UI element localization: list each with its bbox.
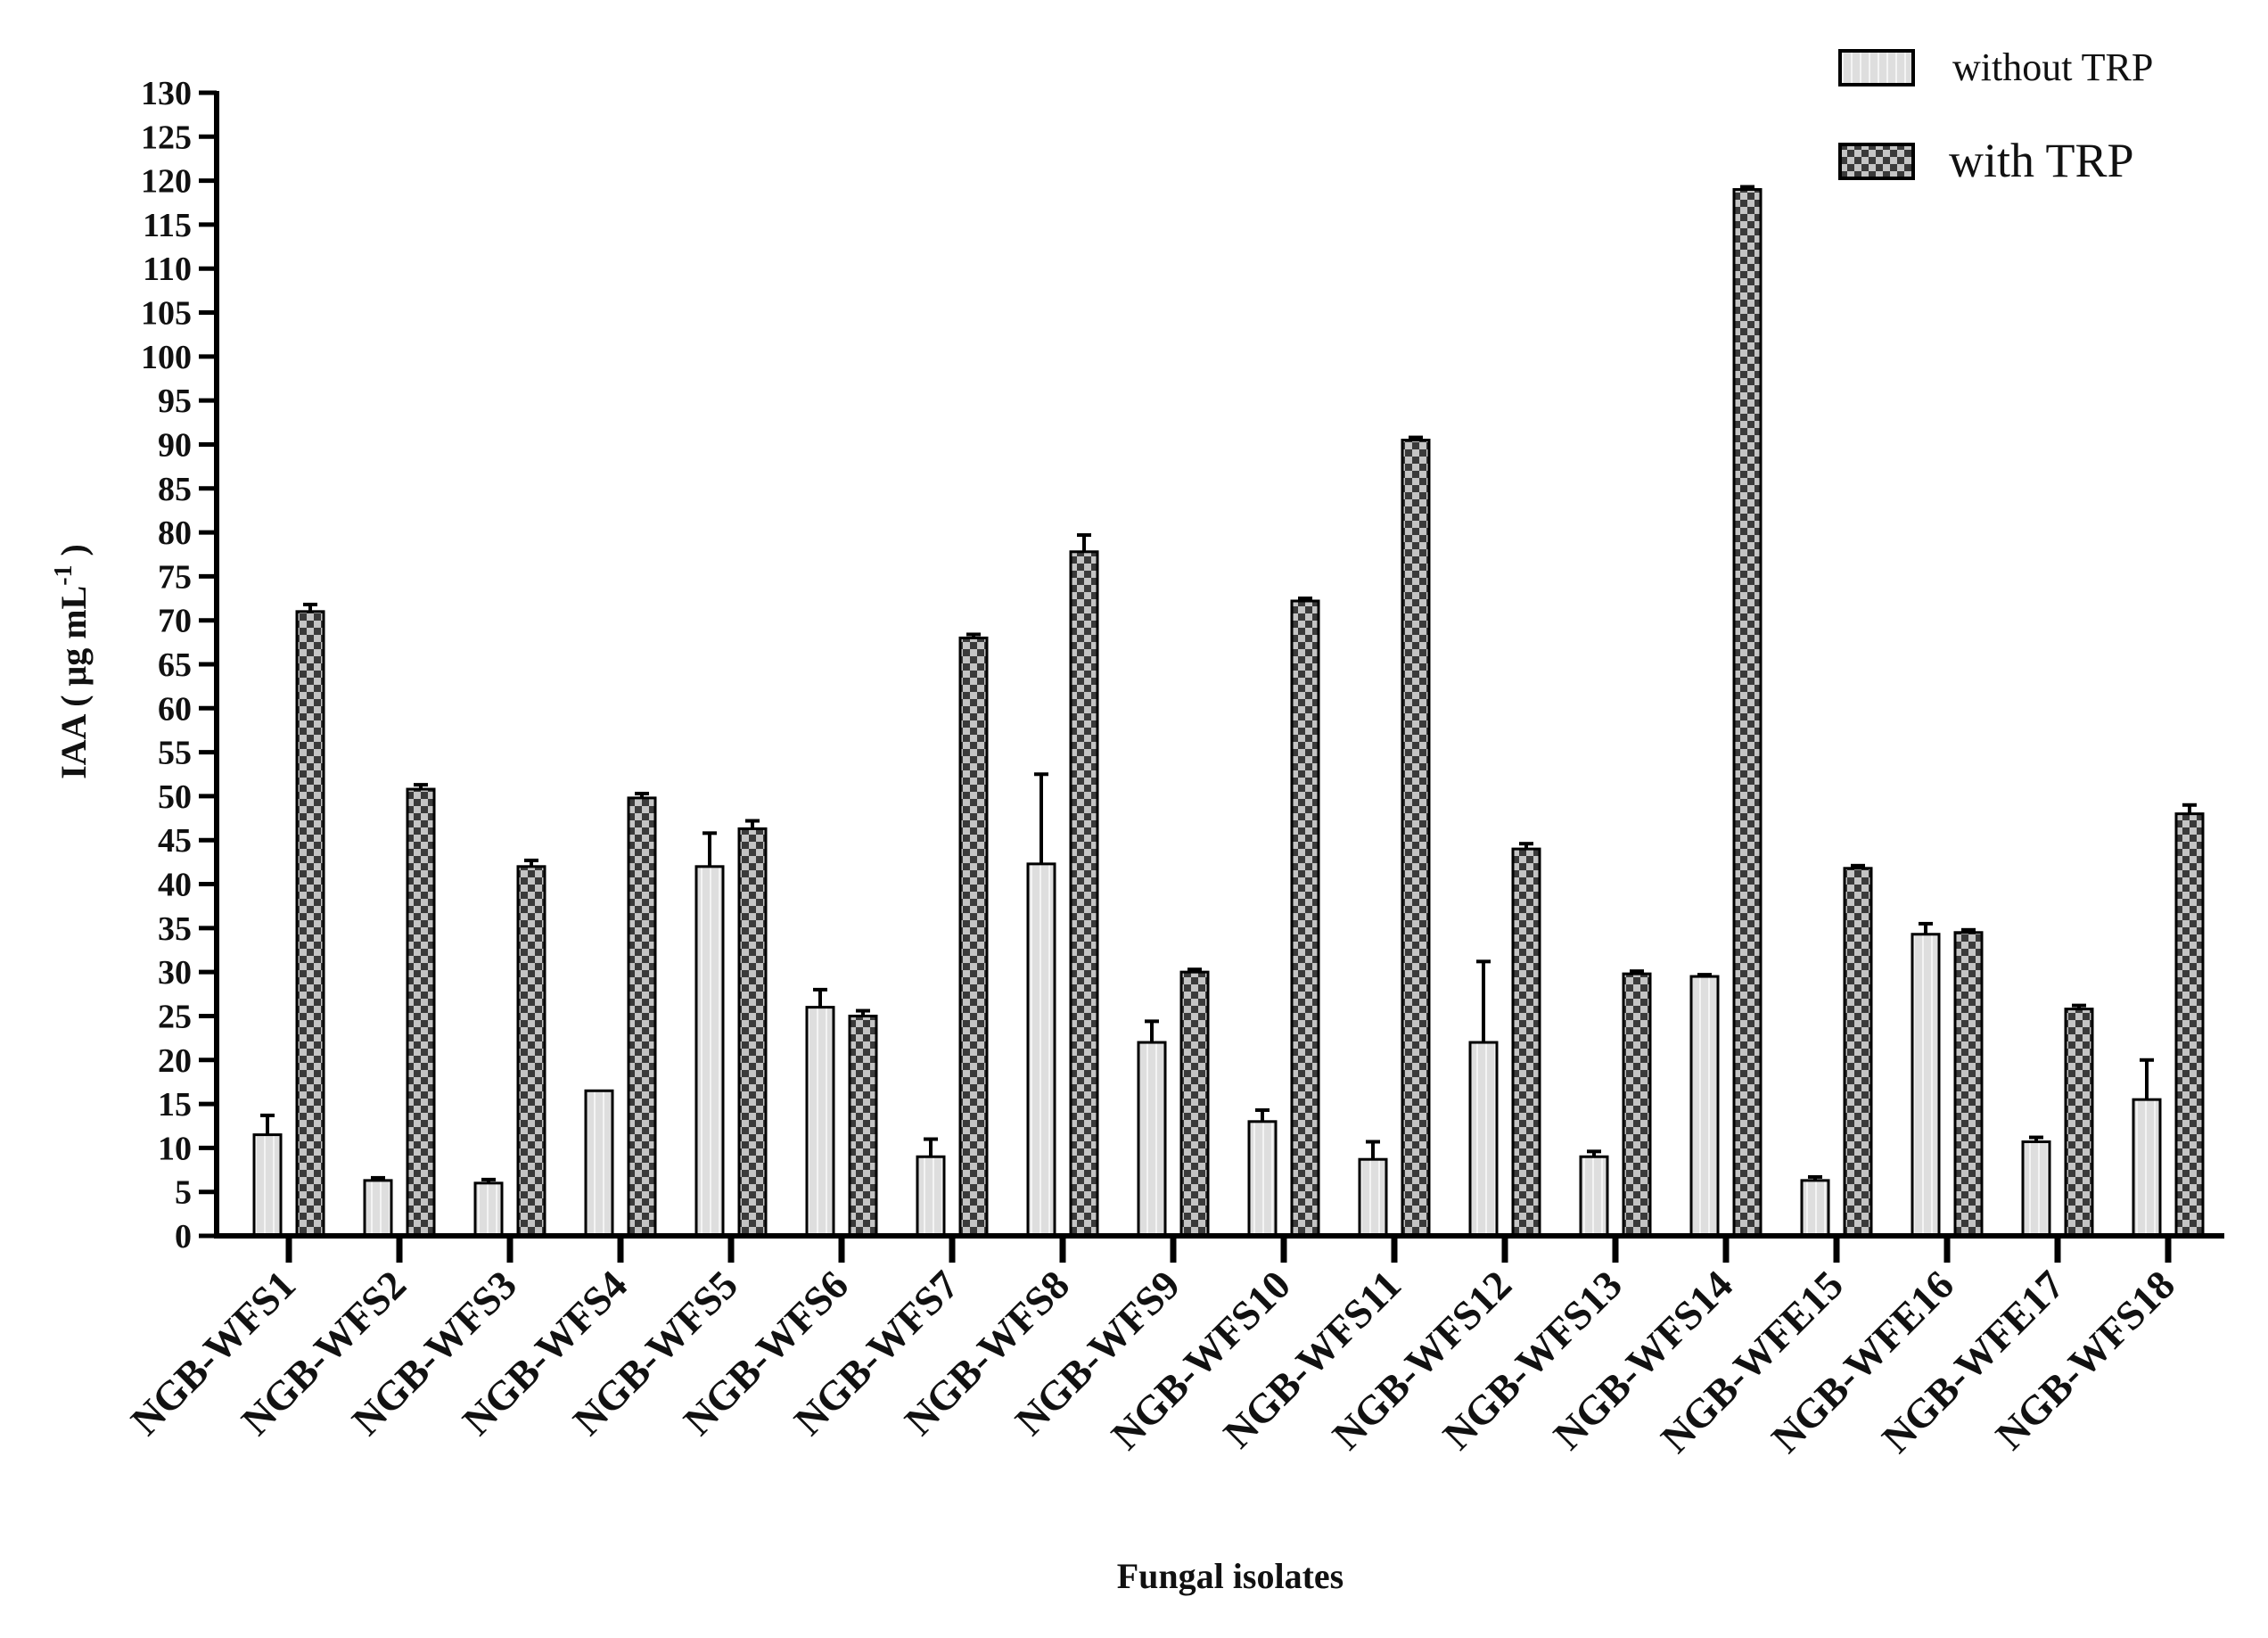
y-tick-label: 95 bbox=[158, 383, 192, 420]
y-tick-label: 70 bbox=[158, 603, 192, 640]
y-tick-label: 125 bbox=[141, 119, 192, 156]
bar-with-trp bbox=[1843, 867, 1873, 1238]
bar-without-trp bbox=[1468, 1041, 1499, 1238]
bar-without-trp bbox=[2132, 1098, 2162, 1238]
y-tick-label: 50 bbox=[158, 778, 192, 816]
legend-label-with-trp: with TRP bbox=[1949, 134, 2134, 187]
legend-swatch-with-trp bbox=[1838, 143, 1915, 180]
bars-layer bbox=[252, 187, 2205, 1238]
y-tick-label: 10 bbox=[158, 1130, 192, 1167]
bar-without-trp bbox=[916, 1155, 946, 1238]
bar-without-trp bbox=[1026, 862, 1056, 1238]
y-tick-label: 35 bbox=[158, 910, 192, 948]
bar-with-trp bbox=[1732, 187, 1763, 1238]
y-tick-label: 5 bbox=[175, 1174, 192, 1212]
y-tick-label: 65 bbox=[158, 646, 192, 684]
y-tick-label: 45 bbox=[158, 822, 192, 860]
bar-with-trp bbox=[1290, 599, 1320, 1238]
y-tick-label: 105 bbox=[141, 295, 192, 333]
y-tick-label: 55 bbox=[158, 735, 192, 772]
y-tick-label: 25 bbox=[158, 998, 192, 1035]
bar-without-trp bbox=[805, 1006, 835, 1238]
y-tick-label: 15 bbox=[158, 1086, 192, 1124]
x-axis-label: Fungal isolates bbox=[1117, 1556, 1344, 1596]
bar-with-trp bbox=[958, 636, 989, 1238]
y-tick-label: 80 bbox=[158, 514, 192, 552]
y-tick-label: 100 bbox=[141, 339, 192, 376]
bar-with-trp bbox=[1953, 931, 1984, 1238]
y-axis-label-close: ) bbox=[53, 544, 94, 556]
y-tick-label: 85 bbox=[158, 471, 192, 508]
legend-swatch-without-trp bbox=[1838, 49, 1915, 86]
bar-with-trp bbox=[1511, 847, 1541, 1238]
y-tick-label: 120 bbox=[141, 163, 192, 201]
y-tick-label: 0 bbox=[175, 1218, 192, 1255]
legend-label-without-trp: without TRP bbox=[1952, 45, 2153, 89]
bar-without-trp bbox=[363, 1179, 393, 1238]
bar-with-trp bbox=[406, 787, 436, 1238]
bar-with-trp bbox=[516, 865, 546, 1238]
error-bars-layer bbox=[260, 185, 2197, 1183]
bar-with-trp bbox=[848, 1014, 878, 1238]
y-tick-label: 20 bbox=[158, 1042, 192, 1080]
bar-without-trp bbox=[1137, 1041, 1167, 1238]
y-axis-label-main: IAA ( μg mL bbox=[53, 586, 94, 779]
bar-with-trp bbox=[2174, 812, 2205, 1238]
bar-without-trp bbox=[584, 1089, 614, 1238]
y-tick-label: 30 bbox=[158, 954, 192, 992]
y-tick-label: 115 bbox=[143, 207, 192, 244]
y-tick-label: 40 bbox=[158, 867, 192, 904]
y-axis-label-sup: -1 bbox=[50, 564, 78, 585]
bar-without-trp bbox=[2021, 1140, 2051, 1238]
bar-without-trp bbox=[252, 1133, 283, 1238]
bar-without-trp bbox=[1579, 1155, 1609, 1238]
bar-without-trp bbox=[694, 865, 725, 1238]
bar-with-trp bbox=[1179, 970, 1210, 1238]
y-axis-label: IAA ( μg mL-1) bbox=[50, 544, 94, 779]
bar-without-trp bbox=[1800, 1179, 1830, 1238]
legend: without TRP with TRP bbox=[1838, 45, 2153, 187]
bar-with-trp bbox=[1069, 550, 1099, 1238]
y-tick-label: 75 bbox=[158, 558, 192, 596]
y-ticks-layer: 0 5 10 15 20 25 30 35 40 45 50 55 60 65 70 75 80 85 90 95 10… bbox=[141, 75, 217, 1255]
bar-without-trp bbox=[1358, 1157, 1388, 1238]
y-tick-label: 60 bbox=[158, 690, 192, 728]
y-tick-label: 130 bbox=[141, 75, 192, 112]
bar-with-trp bbox=[1401, 439, 1431, 1238]
bar-with-trp bbox=[627, 796, 657, 1238]
bar-without-trp bbox=[1689, 975, 1720, 1238]
x-ticks-layer: NGB-WFS1NGB-WFS2NGB-WFS3NGB-WFS4NGB-WFS5… bbox=[122, 1236, 2183, 1461]
y-tick-label: 90 bbox=[158, 426, 192, 464]
y-tick-label: 110 bbox=[143, 251, 192, 288]
bar-with-trp bbox=[295, 610, 325, 1238]
bar-with-trp bbox=[2064, 1008, 2094, 1238]
bar-without-trp bbox=[1247, 1120, 1278, 1238]
bar-with-trp bbox=[737, 827, 768, 1238]
bar-with-trp bbox=[1622, 972, 1652, 1238]
bar-without-trp bbox=[1911, 933, 1941, 1238]
bar-without-trp bbox=[473, 1181, 504, 1238]
